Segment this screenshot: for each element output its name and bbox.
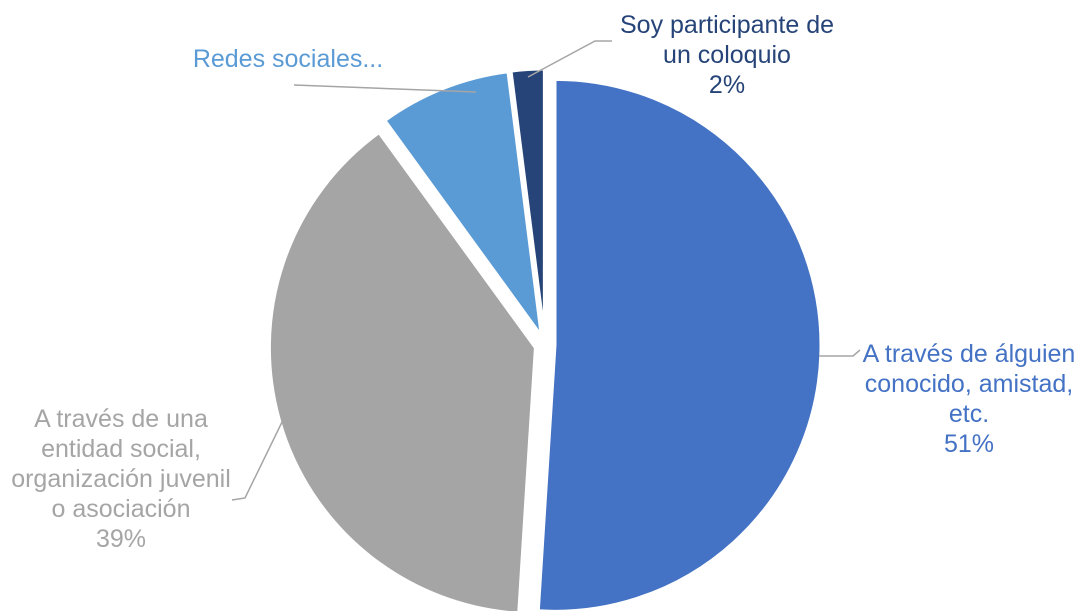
label-entidad-line3: organización juvenil bbox=[11, 465, 231, 493]
label-redes: Redes sociales... bbox=[188, 44, 388, 74]
label-redes-line1: Redes sociales... bbox=[192, 45, 384, 73]
label-conocido: A través de álguien conocido, amistad, e… bbox=[858, 339, 1080, 459]
label-coloquio-percent: 2% bbox=[708, 71, 746, 99]
leader-coloquio bbox=[527, 40, 612, 78]
slice-entidad bbox=[267, 130, 537, 611]
label-entidad-line2: entidad social, bbox=[41, 435, 201, 463]
slice-conocido bbox=[536, 77, 823, 611]
leader-redes bbox=[293, 84, 477, 93]
label-entidad-line4: o asociación bbox=[51, 495, 191, 523]
label-entidad-percent: 39% bbox=[95, 525, 147, 553]
label-conocido-line1: A través de álguien bbox=[862, 340, 1076, 368]
label-conocido-percent: 51% bbox=[943, 430, 995, 458]
pie-slices bbox=[267, 67, 823, 611]
label-entidad-line1: A través de una bbox=[34, 405, 208, 433]
label-entidad: A través de una entidad social, organiza… bbox=[5, 404, 237, 554]
label-coloquio: Soy participante de un coloquio 2% bbox=[607, 10, 847, 100]
leader-conocido bbox=[819, 349, 861, 357]
label-conocido-line2: conocido, amistad, bbox=[864, 370, 1074, 398]
leader-lines bbox=[231, 40, 861, 501]
label-coloquio-line1: Soy participante de bbox=[619, 11, 835, 39]
leader-entidad bbox=[231, 419, 284, 501]
label-coloquio-line2: un coloquio bbox=[663, 41, 791, 69]
label-conocido-line3: etc. bbox=[948, 400, 990, 428]
slice-redes bbox=[382, 70, 543, 337]
